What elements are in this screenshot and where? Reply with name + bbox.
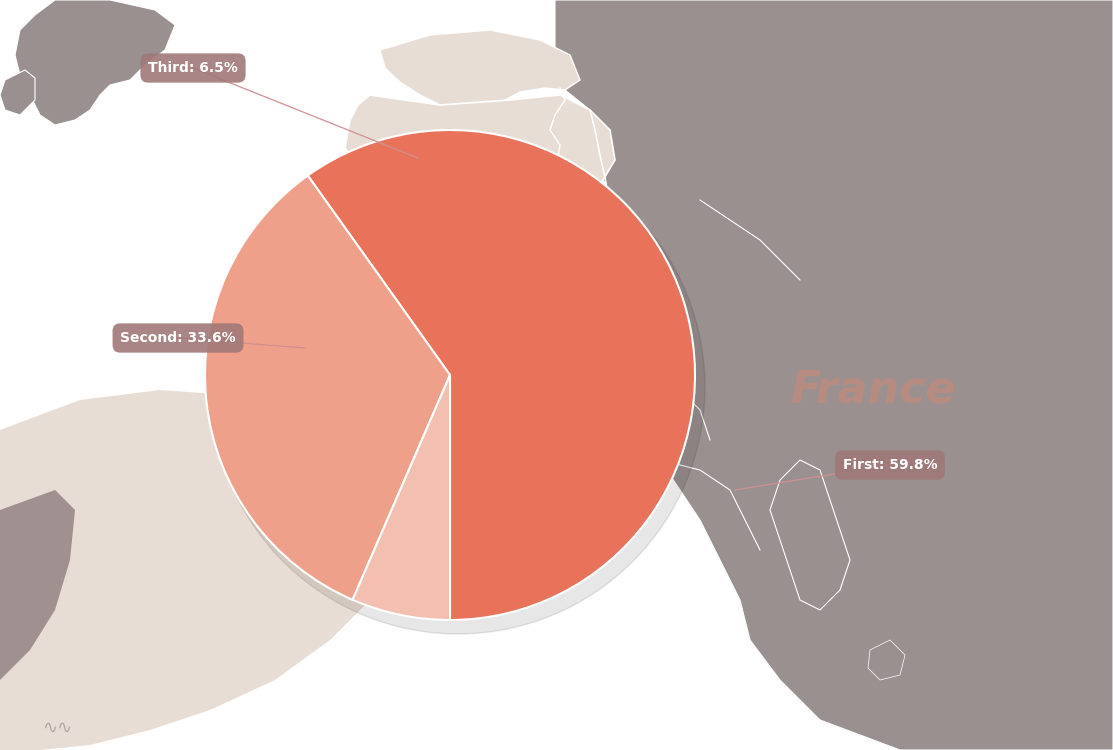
Wedge shape <box>205 176 450 600</box>
Text: ∿∿: ∿∿ <box>42 719 72 737</box>
Polygon shape <box>14 0 175 125</box>
Text: Second: 33.6%: Second: 33.6% <box>120 331 236 345</box>
Text: France: France <box>790 368 956 412</box>
Circle shape <box>211 140 705 634</box>
Polygon shape <box>345 95 615 270</box>
Polygon shape <box>380 30 580 110</box>
Polygon shape <box>545 0 1113 750</box>
Text: Third: 6.5%: Third: 6.5% <box>148 61 238 75</box>
Polygon shape <box>868 640 905 680</box>
Text: First: 59.8%: First: 59.8% <box>843 458 937 472</box>
Wedge shape <box>307 130 695 620</box>
Polygon shape <box>0 390 400 750</box>
Polygon shape <box>560 0 1113 155</box>
Polygon shape <box>0 490 75 680</box>
Polygon shape <box>770 460 850 610</box>
Wedge shape <box>353 375 450 620</box>
Polygon shape <box>0 70 35 115</box>
